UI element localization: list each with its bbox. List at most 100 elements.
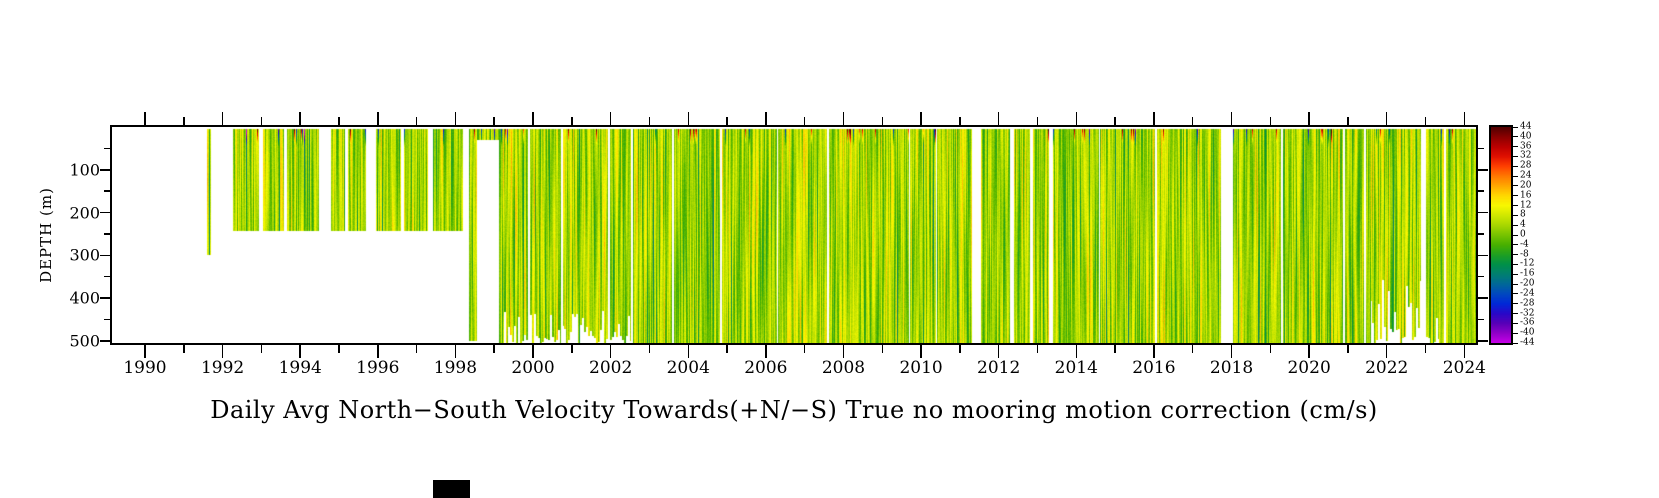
y-axis-tick-left — [104, 318, 110, 321]
colorbar-tick-label: 40 — [1520, 131, 1532, 142]
colorbar-tick — [1513, 126, 1518, 128]
x-axis-tick-top — [1347, 117, 1349, 125]
x-axis-tick-top — [1114, 117, 1116, 125]
colorbar-tick-label: -32 — [1520, 308, 1535, 319]
y-axis-tick-label: 200 — [69, 203, 100, 223]
x-axis-tick-bottom — [493, 345, 495, 353]
colorbar-tick-label: 44 — [1520, 121, 1532, 132]
x-axis-tick-bottom — [299, 345, 301, 358]
y-axis-tick-label: 400 — [69, 288, 100, 308]
colorbar-tick — [1513, 263, 1518, 265]
x-axis-tick-bottom — [415, 345, 418, 353]
y-axis-tick-left — [104, 190, 110, 192]
y-axis-tick-right — [1478, 190, 1484, 192]
colorbar-tick — [1513, 224, 1518, 226]
x-axis-tick-label: 2002 — [589, 358, 633, 378]
colorbar-tick — [1513, 214, 1518, 216]
x-axis-tick-top — [1075, 112, 1078, 125]
x-axis-tick-bottom — [338, 345, 340, 353]
x-axis-tick-top — [299, 112, 301, 125]
colorbar-tick — [1513, 322, 1518, 324]
x-axis-tick-top — [765, 112, 767, 125]
black-redaction-box — [433, 480, 470, 498]
y-axis-tick-left — [100, 211, 110, 214]
x-axis-tick-bottom — [997, 345, 1000, 358]
x-axis-tick-top — [1308, 112, 1310, 125]
y-axis-tick-left — [104, 275, 110, 278]
x-axis-tick-bottom — [609, 345, 612, 358]
x-axis-tick-top — [1153, 112, 1155, 125]
colorbar-tick — [1513, 185, 1518, 187]
colorbar-tick-label: 36 — [1520, 141, 1532, 152]
x-axis-tick-bottom — [765, 345, 767, 358]
x-axis-tick-label: 2012 — [977, 358, 1021, 378]
y-axis-tick-left — [100, 340, 110, 342]
x-axis-tick-bottom — [1191, 345, 1194, 353]
colorbar-tick-label: 28 — [1520, 160, 1532, 171]
x-axis-tick-bottom — [532, 345, 534, 358]
colorbar-tick-label: -40 — [1520, 327, 1535, 338]
x-axis-tick-top — [609, 112, 612, 125]
y-axis-tick-right — [1478, 318, 1484, 321]
x-axis-tick-bottom — [687, 345, 689, 358]
x-axis-tick-top — [803, 117, 806, 125]
x-axis-tick-bottom — [1424, 345, 1427, 353]
colorbar-tick — [1513, 342, 1518, 344]
x-axis-tick-bottom — [221, 345, 224, 358]
colorbar-tick-label: -16 — [1520, 268, 1535, 279]
x-axis-tick-label: 2000 — [511, 358, 555, 378]
x-axis-tick-label: 2008 — [821, 358, 866, 378]
y-axis-tick-right — [1478, 297, 1488, 299]
colorbar-tick — [1513, 234, 1518, 236]
x-axis-tick-top — [1269, 117, 1272, 125]
colorbar-tick-label: 12 — [1520, 200, 1532, 211]
x-axis-tick-bottom — [1385, 345, 1388, 358]
x-axis-tick-bottom — [726, 345, 728, 353]
x-axis-tick-label: 2014 — [1054, 358, 1098, 378]
y-axis-tick-left — [104, 147, 110, 150]
x-axis-tick-top — [881, 117, 884, 125]
colorbar-tick-label: 4 — [1520, 219, 1526, 230]
x-axis-tick-top — [959, 117, 961, 125]
x-axis-tick-label: 2022 — [1365, 358, 1409, 378]
y-axis-tick-left — [100, 254, 110, 257]
colorbar-tick — [1513, 273, 1518, 275]
x-axis-tick-bottom — [1114, 345, 1116, 353]
colorbar-tick — [1513, 195, 1518, 197]
x-axis-tick-bottom — [842, 345, 845, 358]
y-axis-tick-label: 500 — [69, 331, 100, 351]
colorbar-tick — [1513, 155, 1518, 157]
x-axis-tick-top — [454, 112, 457, 125]
x-axis-tick-bottom — [144, 345, 146, 358]
x-axis-tick-top — [338, 117, 340, 125]
x-axis-tick-label: 2024 — [1442, 358, 1486, 378]
y-axis-tick-right — [1478, 233, 1484, 235]
x-axis-tick-label: 2020 — [1287, 358, 1331, 378]
x-axis-tick-top — [648, 117, 651, 125]
colorbar-tick-label: -12 — [1520, 258, 1535, 269]
x-axis-tick-top — [183, 117, 185, 125]
x-axis-tick-top — [260, 117, 263, 125]
x-axis-tick-bottom — [1075, 345, 1078, 358]
y-axis-tick-left — [100, 169, 110, 171]
y-axis-tick-right — [1478, 275, 1484, 278]
x-axis-tick-top — [687, 112, 689, 125]
x-axis-tick-bottom — [1463, 345, 1466, 358]
x-axis-tick-label: 2010 — [899, 358, 943, 378]
colorbar-tick-label: -44 — [1520, 337, 1535, 348]
x-axis-tick-top — [1463, 112, 1466, 125]
x-axis-tick-top — [1191, 117, 1194, 125]
x-axis-tick-label: 2016 — [1132, 358, 1176, 378]
y-axis-tick-right — [1478, 169, 1488, 171]
y-axis-label: DEPTH (m) — [37, 187, 55, 283]
y-axis-tick-right — [1478, 147, 1484, 150]
x-axis-tick-top — [415, 117, 418, 125]
colorbar-tick — [1513, 303, 1518, 305]
x-axis-tick-bottom — [881, 345, 884, 353]
x-axis-tick-top — [1424, 117, 1427, 125]
plot-frame — [110, 125, 1478, 345]
y-axis-tick-label: 300 — [69, 245, 100, 265]
colorbar-tick-label: 16 — [1520, 190, 1532, 201]
x-axis-tick-bottom — [454, 345, 457, 358]
